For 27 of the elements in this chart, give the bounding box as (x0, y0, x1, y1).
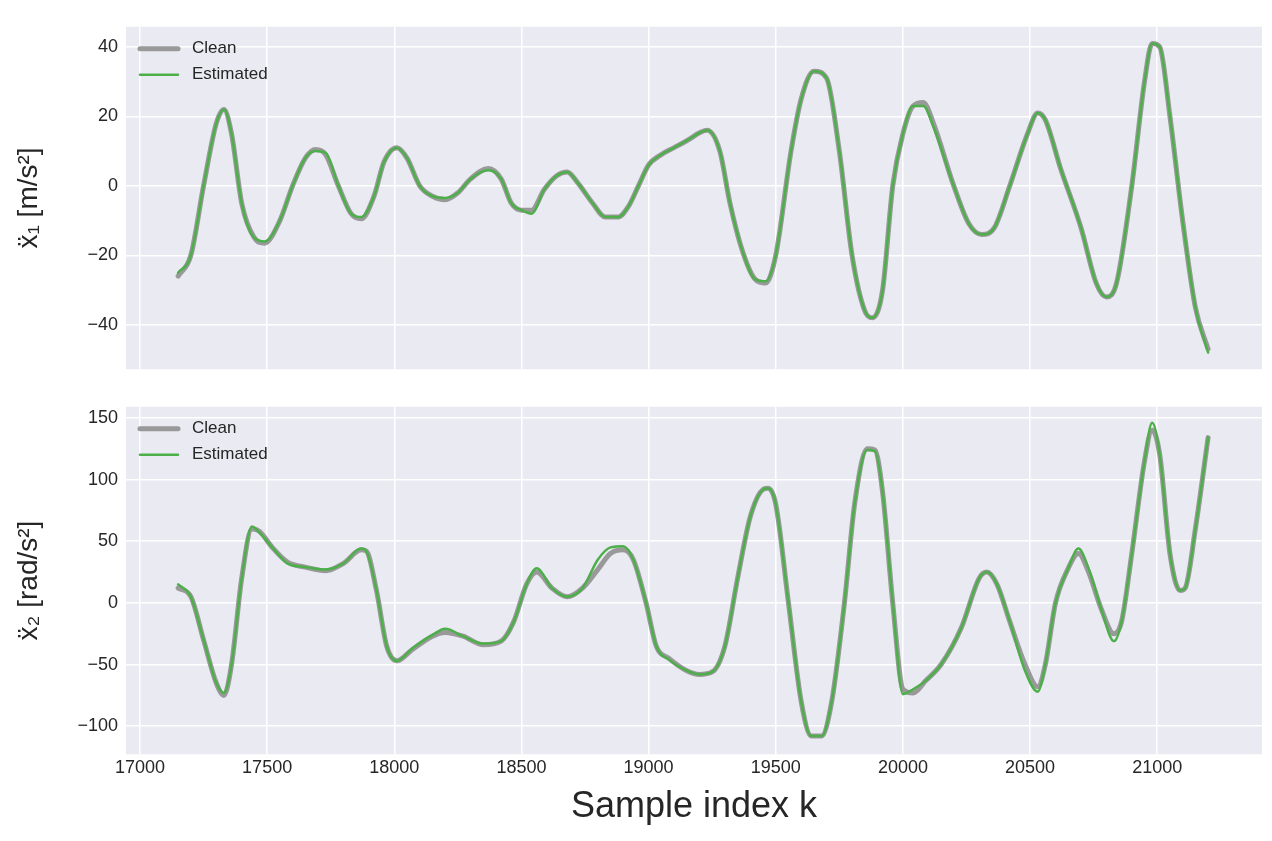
legend-label: Clean (192, 38, 237, 58)
legend-label: Estimated (192, 64, 268, 84)
legend-label: Estimated (192, 444, 268, 464)
x-tick-label: 20500 (1005, 756, 1056, 777)
x-tick-label: 18000 (369, 756, 420, 777)
x-tick-label: 20000 (877, 756, 928, 777)
x-tick-label: 21000 (1132, 756, 1183, 777)
y-tick-label: 0 (107, 591, 118, 612)
y-tick-label: −50 (87, 653, 118, 674)
x-tick-label: 17500 (242, 756, 293, 777)
x-axis-title: Sample index k (570, 784, 819, 826)
y-tick-label: 50 (97, 530, 118, 551)
y-axis-title: ẍ₁ [m/s²] (11, 147, 43, 249)
y-tick-label: 20 (97, 105, 118, 126)
y-tick-label: −20 (87, 244, 118, 265)
x-tick-label: 19000 (623, 756, 674, 777)
y-tick-label: 150 (87, 406, 118, 427)
y-tick-label: −100 (77, 715, 118, 736)
y-tick-label: −40 (87, 313, 118, 334)
y-axis-title: ẍ₂ [rad/s²] (11, 520, 43, 641)
legend-label: Clean (192, 418, 237, 438)
x-tick-label: 18500 (496, 756, 547, 777)
y-tick-label: 100 (87, 468, 118, 489)
x-tick-label: 17000 (114, 756, 166, 777)
x-tick-label: 19500 (750, 756, 801, 777)
y-tick-label: 0 (107, 174, 118, 195)
y-tick-label: 40 (97, 35, 118, 56)
